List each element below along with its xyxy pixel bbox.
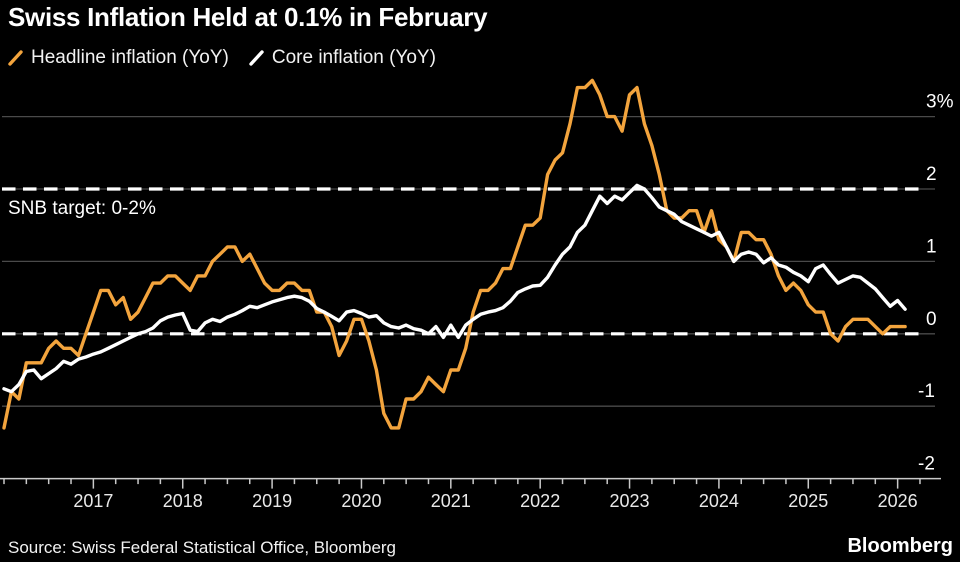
y-axis-label: 2 bbox=[926, 164, 937, 185]
x-axis-year-label: 2017 bbox=[73, 491, 113, 511]
y-axis-label: 3% bbox=[926, 92, 954, 113]
x-axis-year-label: 2025 bbox=[788, 491, 828, 511]
headline-series-swatch-icon bbox=[8, 50, 23, 66]
headline-series-line bbox=[2, 78, 907, 430]
legend-label-core: Core inflation (YoY) bbox=[271, 47, 436, 68]
x-axis-year-label: 2021 bbox=[431, 491, 471, 511]
legend-label-headline: Headline inflation (YoY) bbox=[31, 47, 229, 68]
x-axis-layer bbox=[0, 477, 941, 489]
reference-lines-layer bbox=[2, 187, 921, 336]
chart-legend: Headline inflation (YoY) Core inflation … bbox=[7, 47, 436, 69]
page-title: Swiss Inflation Held at 0.1% in February bbox=[8, 2, 488, 32]
x-axis-year-label: 2022 bbox=[520, 491, 560, 511]
white-slash-icon bbox=[249, 50, 264, 66]
x-axis-year-label: 2024 bbox=[699, 491, 739, 511]
x-axis-year-label: 2020 bbox=[341, 491, 381, 511]
y-axis-label: 1 bbox=[926, 236, 937, 257]
series-layer bbox=[2, 78, 907, 430]
orange-slash-icon bbox=[8, 50, 23, 66]
x-axis-year-label: 2018 bbox=[163, 491, 203, 511]
x-axis-year-label: 2019 bbox=[252, 491, 292, 511]
gridlines-layer: 3% 2 1 0 -1 -2 bbox=[2, 92, 954, 475]
y-axis-label: -2 bbox=[918, 454, 935, 475]
legend-item-headline: Headline inflation (YoY) bbox=[7, 47, 229, 69]
y-axis-label: 0 bbox=[926, 309, 937, 330]
source-text: Source: Swiss Federal Statistical Office… bbox=[8, 538, 397, 557]
snb-target-label: SNB target: 0-2% bbox=[8, 198, 156, 219]
core-series-line bbox=[2, 183, 907, 394]
bloomberg-logo: Bloomberg bbox=[847, 535, 953, 557]
x-axis-year-label: 2023 bbox=[610, 491, 650, 511]
y-axis-label: -1 bbox=[918, 381, 935, 402]
legend-item-core: Core inflation (YoY) bbox=[248, 47, 436, 69]
core-series-swatch-icon bbox=[249, 50, 264, 66]
x-axis-labels-layer: 2017 2018 2019 2020 2021 2022 2023 2024 2025 2026 bbox=[73, 491, 917, 511]
x-axis-year-label: 2026 bbox=[878, 491, 918, 511]
